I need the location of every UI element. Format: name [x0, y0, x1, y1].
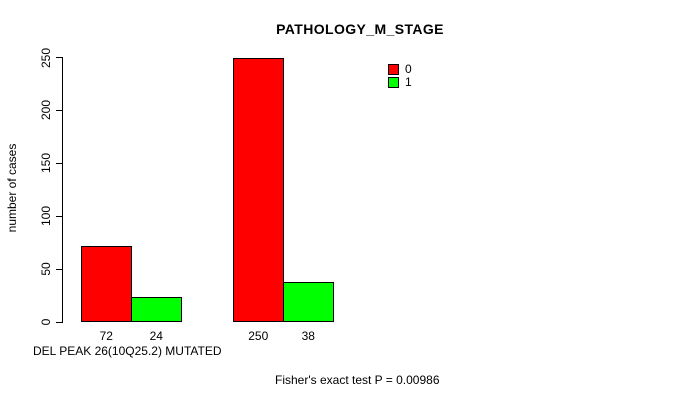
- bar-series-0-group-2: [233, 57, 284, 322]
- y-tick-mark: [56, 268, 63, 270]
- bar-series-1-group-2: [283, 281, 334, 322]
- y-axis: [62, 57, 63, 323]
- legend-label: 0: [405, 62, 412, 76]
- y-tick-mark: [56, 162, 63, 164]
- y-tick-label: 150: [39, 153, 53, 174]
- legend-item-0: 0: [388, 62, 412, 76]
- bar-value-label: 38: [301, 329, 315, 343]
- bar-value-label: 72: [99, 329, 113, 343]
- chart-title: PATHOLOGY_M_STAGE: [276, 21, 444, 37]
- bar-value-label: 24: [149, 329, 163, 343]
- bar-value-label: 250: [248, 329, 269, 343]
- y-tick-label: 250: [39, 47, 53, 68]
- y-tick-mark: [56, 109, 63, 111]
- y-tick-mark: [56, 215, 63, 217]
- legend-swatch-icon: [388, 77, 399, 88]
- stat-annotation: Fisher's exact test P = 0.00986: [275, 373, 440, 387]
- y-tick-mark: [56, 57, 63, 58]
- y-tick-label: 0: [39, 318, 53, 326]
- bar-series-1-group-1: [131, 296, 182, 322]
- y-tick-label: 100: [39, 206, 53, 227]
- legend-item-1: 1: [388, 75, 412, 89]
- x-axis-label: DEL PEAK 26(10Q25.2) MUTATED: [33, 344, 222, 358]
- y-tick-label: 50: [39, 262, 53, 276]
- bar-series-0-group-1: [81, 245, 132, 322]
- legend-label: 1: [405, 75, 412, 89]
- y-tick-mark: [56, 321, 63, 323]
- legend-swatch-icon: [388, 64, 399, 75]
- y-axis-label: number of cases: [5, 143, 19, 233]
- y-tick-label: 200: [39, 100, 53, 121]
